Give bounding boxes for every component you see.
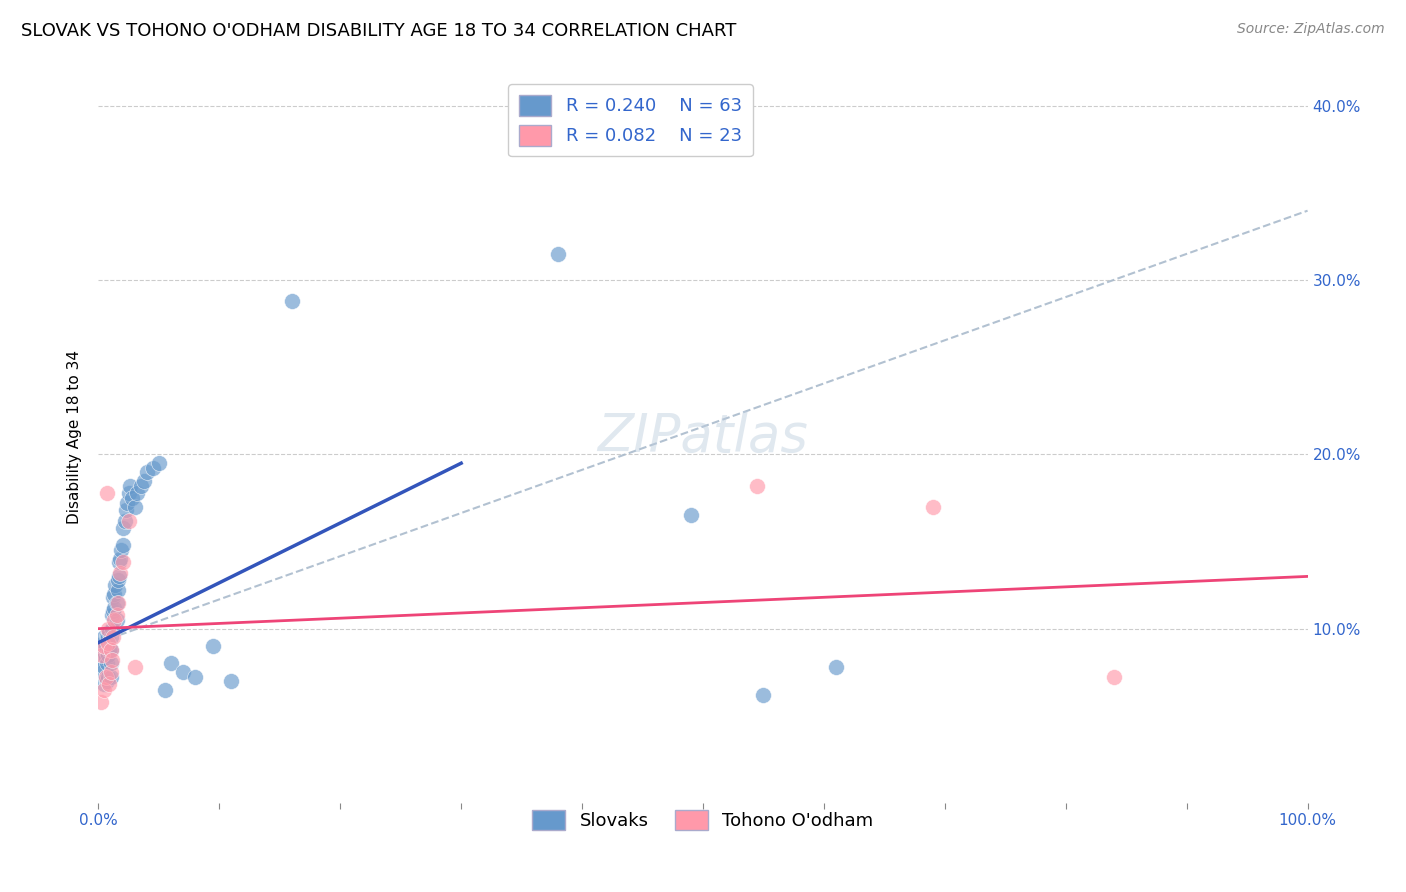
Point — [101, 604, 124, 618]
Point — [93, 639, 115, 653]
Point — [96, 657, 118, 671]
Point — [117, 496, 139, 510]
Point — [547, 247, 569, 261]
Point — [108, 556, 131, 570]
Point — [94, 672, 117, 686]
Point — [118, 514, 141, 528]
Point — [153, 682, 176, 697]
Point — [281, 294, 304, 309]
Point — [93, 682, 115, 697]
Point — [121, 491, 143, 505]
Point — [91, 653, 114, 667]
Point — [100, 622, 122, 636]
Point — [172, 665, 194, 680]
Point — [94, 639, 117, 653]
Legend: Slovaks, Tohono O'odham: Slovaks, Tohono O'odham — [526, 803, 880, 838]
Point — [96, 485, 118, 500]
Text: SLOVAK VS TOHONO O'ODHAM DISABILITY AGE 18 TO 34 CORRELATION CHART: SLOVAK VS TOHONO O'ODHAM DISABILITY AGE … — [21, 22, 737, 40]
Point — [107, 583, 129, 598]
Point — [101, 591, 124, 605]
Point — [111, 556, 134, 570]
Y-axis label: Disability Age 18 to 34: Disability Age 18 to 34 — [67, 350, 83, 524]
Point — [101, 631, 124, 645]
Point — [1102, 670, 1125, 684]
Point — [100, 607, 122, 622]
Point — [105, 607, 128, 622]
Point — [94, 651, 117, 665]
Point — [100, 642, 122, 657]
Point — [97, 622, 120, 636]
Point — [97, 631, 120, 645]
Point — [107, 573, 129, 587]
Point — [93, 660, 115, 674]
Point — [91, 648, 114, 662]
Point — [752, 688, 775, 702]
Point — [100, 657, 122, 671]
Point — [97, 635, 120, 649]
Point — [118, 485, 141, 500]
Point — [91, 665, 114, 680]
Point — [94, 670, 117, 684]
Text: ZIPatlas: ZIPatlas — [598, 411, 808, 463]
Point — [160, 657, 183, 671]
Point — [115, 503, 138, 517]
Point — [108, 552, 131, 566]
Point — [114, 514, 136, 528]
Point — [108, 566, 131, 580]
Point — [134, 474, 156, 488]
Text: Source: ZipAtlas.com: Source: ZipAtlas.com — [1237, 22, 1385, 37]
Point — [91, 635, 114, 649]
Point — [111, 538, 134, 552]
Point — [98, 677, 121, 691]
Point — [148, 456, 170, 470]
Point — [124, 660, 146, 674]
Point — [100, 642, 122, 657]
Point — [100, 653, 122, 667]
Point — [103, 600, 125, 615]
Point — [747, 479, 769, 493]
Point — [103, 613, 125, 627]
Point — [679, 508, 702, 523]
Point — [135, 465, 157, 479]
Point — [202, 639, 225, 653]
Point — [96, 629, 118, 643]
Point — [142, 461, 165, 475]
Point — [97, 648, 120, 662]
Point — [184, 670, 207, 684]
Point — [90, 642, 112, 657]
Point — [103, 587, 125, 601]
Point — [825, 660, 848, 674]
Point — [921, 500, 943, 514]
Point — [110, 543, 132, 558]
Point — [111, 521, 134, 535]
Point — [98, 625, 121, 640]
Point — [221, 673, 243, 688]
Point — [127, 485, 149, 500]
Point — [97, 670, 120, 684]
Point — [98, 642, 121, 657]
Point — [105, 595, 128, 609]
Point — [129, 479, 152, 493]
Point — [93, 631, 115, 645]
Point — [90, 695, 112, 709]
Point — [93, 677, 115, 691]
Point — [100, 631, 122, 645]
Point — [124, 500, 146, 514]
Point — [104, 578, 127, 592]
Point — [105, 613, 128, 627]
Point — [118, 479, 141, 493]
Point — [108, 569, 131, 583]
Point — [96, 673, 118, 688]
Point — [100, 670, 122, 684]
Point — [107, 595, 129, 609]
Point — [100, 665, 122, 680]
